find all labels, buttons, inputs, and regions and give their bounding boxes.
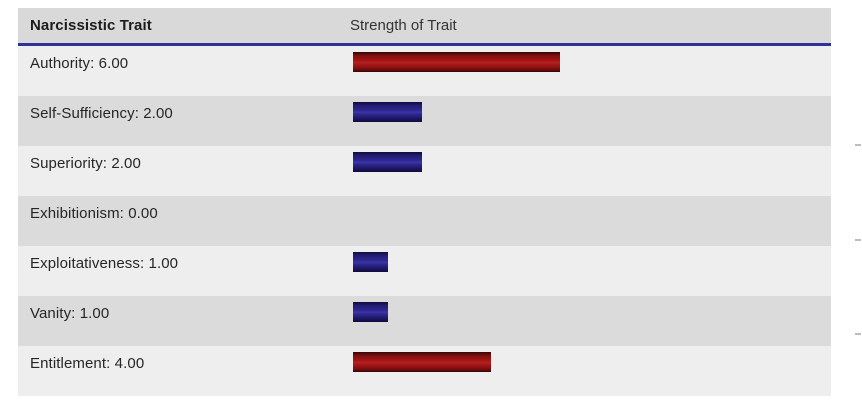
trait-label: Superiority: 2.00 xyxy=(30,155,141,172)
trait-label: Authority: 6.00 xyxy=(30,55,129,72)
strength-bar xyxy=(353,152,422,172)
header-divider xyxy=(18,43,831,46)
column-header-trait: Narcissistic Trait xyxy=(30,17,152,34)
strength-bar xyxy=(353,102,422,122)
trait-row-self-sufficiency: Self-Sufficiency: 2.00 xyxy=(18,96,831,146)
trait-row-exploitativeness: Exploitativeness: 1.00 xyxy=(18,246,831,296)
trait-label: Vanity: 1.00 xyxy=(30,305,110,322)
trait-row-authority: Authority: 6.00 xyxy=(18,46,831,96)
table-header: Narcissistic Trait Strength of Trait xyxy=(18,8,831,43)
trait-label: Self-Sufficiency: 2.00 xyxy=(30,105,173,122)
trait-label: Exploitativeness: 1.00 xyxy=(30,255,179,272)
trait-label: Entitlement: 4.00 xyxy=(30,355,145,372)
strength-bar xyxy=(353,352,491,372)
column-header-strength: Strength of Trait xyxy=(350,17,457,34)
strength-bar xyxy=(353,302,388,322)
right-edge-tick xyxy=(855,239,861,241)
strength-bar xyxy=(353,52,560,72)
trait-row-entitlement: Entitlement: 4.00 xyxy=(18,346,831,396)
trait-row-superiority: Superiority: 2.00 xyxy=(18,146,831,196)
trait-strength-table: Narcissistic Trait Strength of Trait Aut… xyxy=(18,8,831,396)
right-edge-tick xyxy=(855,333,861,335)
trait-row-vanity: Vanity: 1.00 xyxy=(18,296,831,346)
right-edge-tick xyxy=(855,144,861,146)
trait-label: Exhibitionism: 0.00 xyxy=(30,205,158,222)
trait-row-exhibitionism: Exhibitionism: 0.00 xyxy=(18,196,831,246)
strength-bar xyxy=(353,252,388,272)
